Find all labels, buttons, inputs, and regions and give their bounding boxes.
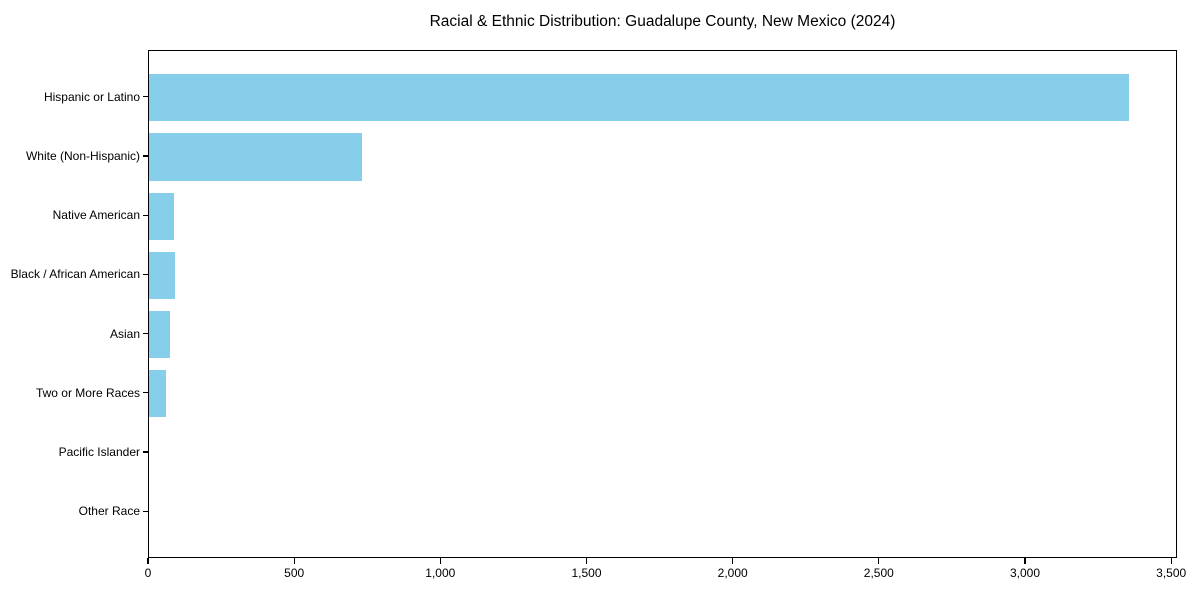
- x-tick-mark: [585, 558, 588, 564]
- x-tick-mark: [147, 558, 149, 564]
- bar-white-non-hispanic: [149, 133, 362, 181]
- x-tick-label-0: 0: [144, 566, 152, 580]
- y-tick-label-native-american: Native American: [52, 208, 140, 223]
- y-tick-label-pacific-islander: Pacific Islander: [58, 445, 140, 459]
- x-tick-mark: [732, 558, 734, 564]
- bar-asian: [149, 310, 170, 359]
- y-tick-label-asian: Asian: [109, 326, 140, 341]
- plot-area: [148, 50, 1177, 558]
- y-tick-mark: [143, 273, 148, 275]
- y-tick-mark: [143, 96, 148, 98]
- x-tick-mark: [878, 558, 880, 564]
- y-tick-mark: [143, 155, 148, 157]
- x-tick-label-2-500: 2,500: [863, 566, 894, 580]
- y-tick-label-other-race: Other Race: [78, 504, 140, 519]
- x-tick-label-1-000: 1,000: [425, 566, 456, 580]
- y-tick-label-two-or-more-races: Two or More Races: [35, 385, 140, 400]
- y-tick-mark: [143, 451, 148, 453]
- x-tick-label-3-500: 3,500: [1156, 566, 1187, 580]
- x-tick-mark: [293, 558, 295, 564]
- y-tick-mark: [143, 214, 148, 216]
- y-tick-mark: [143, 392, 148, 394]
- y-tick-label-hispanic-or-latino: Hispanic or Latino: [43, 89, 140, 104]
- x-tick-mark: [1024, 558, 1026, 564]
- x-tick-label-500: 500: [284, 566, 305, 580]
- chart-title: Racial & Ethnic Distribution: Guadalupe …: [429, 13, 896, 30]
- bar-hispanic-or-latino: [149, 74, 1130, 122]
- bar-native-american: [149, 192, 175, 240]
- bar-two-or-more-races: [149, 370, 166, 418]
- y-tick-label-white-non-hispanic: White (Non-Hispanic): [25, 149, 140, 163]
- x-tick-label-3-000: 3,000: [1009, 566, 1041, 580]
- bar-black-african-american: [149, 251, 175, 300]
- x-tick-mark: [439, 558, 441, 564]
- x-tick-label-2-000: 2,000: [717, 566, 748, 580]
- x-tick-mark: [1170, 558, 1172, 564]
- y-tick-mark: [143, 510, 148, 512]
- y-tick-mark: [143, 333, 148, 335]
- y-tick-label-black-african-american: Black / African American: [10, 267, 140, 282]
- x-tick-label-1-500: 1,500: [571, 566, 602, 580]
